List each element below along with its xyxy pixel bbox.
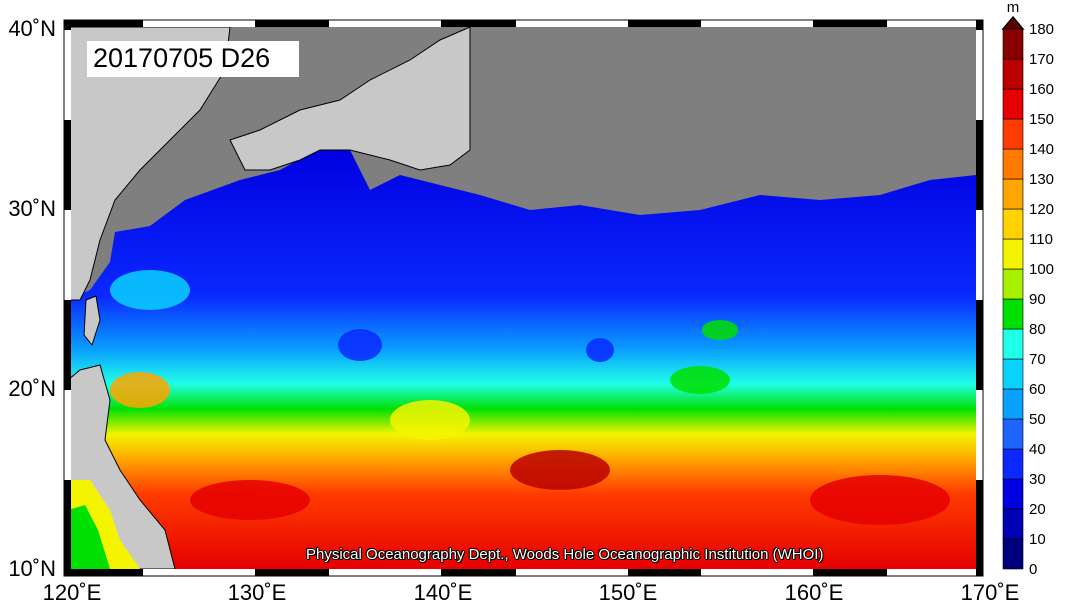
colorbar-tick-label: 70 bbox=[1029, 351, 1046, 368]
x-tick-160e: 160˚E bbox=[785, 580, 844, 605]
colorbar-tick-label: 0 bbox=[1029, 561, 1037, 578]
y-tick-10n: 10˚N bbox=[8, 556, 56, 581]
x-tick-140e: 140˚E bbox=[414, 580, 473, 605]
x-tick-150e: 150˚E bbox=[599, 580, 658, 605]
colorbar-tick-label: 150 bbox=[1029, 111, 1054, 128]
colorbar-segment bbox=[1002, 208, 1024, 240]
credit-text: Physical Oceanography Dept., Woods Hole … bbox=[306, 546, 824, 563]
colorbar-segment bbox=[1002, 88, 1024, 120]
y-tick-30n: 30˚N bbox=[8, 196, 56, 221]
colorbar-tick-label: 180 bbox=[1029, 21, 1054, 38]
colorbar-segment bbox=[1002, 178, 1024, 210]
colorbar-segment bbox=[1002, 328, 1024, 360]
colorbar-tick-label: 120 bbox=[1029, 201, 1054, 218]
colorbar-segment bbox=[1002, 388, 1024, 420]
colorbar-tick-label: 140 bbox=[1029, 141, 1054, 158]
japan-land bbox=[229, 27, 471, 171]
colorbar-segment bbox=[1002, 238, 1024, 270]
colorbar-segment bbox=[1002, 418, 1024, 450]
x-tick-120e: 120˚E bbox=[43, 580, 102, 605]
colorbar-tick-label: 130 bbox=[1029, 171, 1054, 188]
d26-eddies bbox=[110, 270, 950, 525]
taiwan-land bbox=[83, 295, 101, 347]
colorbar-segment bbox=[1002, 538, 1024, 570]
south-china-sea-green bbox=[68, 505, 110, 569]
colorbar-tick-label: 170 bbox=[1029, 51, 1054, 68]
d26-field bbox=[68, 148, 976, 569]
colorbar-tick-label: 20 bbox=[1029, 501, 1046, 518]
map-plot-area bbox=[68, 27, 976, 569]
colorbar-segment bbox=[1002, 508, 1024, 540]
colorbar-segment bbox=[1002, 58, 1024, 90]
colorbar-tick-label: 40 bbox=[1029, 441, 1046, 458]
colorbar-tick-label: 90 bbox=[1029, 291, 1046, 308]
colorbar-segment bbox=[1002, 118, 1024, 150]
colorbar-segment bbox=[1002, 148, 1024, 180]
colorbar: m 0 10 20 30 40 50 60 70 80 90 100 110 120 130 140 150 1… bbox=[1001, 0, 1054, 578]
frame-border bbox=[63, 19, 984, 577]
colorbar-segment bbox=[1002, 448, 1024, 480]
colorbar-segment bbox=[1002, 28, 1024, 60]
colorbar-unit: m bbox=[1007, 0, 1020, 16]
y-axis-labels: 40˚N 30˚N 20˚N 10˚N bbox=[8, 16, 56, 581]
colorbar-segment bbox=[1002, 478, 1024, 510]
x-tick-130e: 130˚E bbox=[228, 580, 287, 605]
y-tick-20n: 20˚N bbox=[8, 376, 56, 401]
colorbar-tick-label: 10 bbox=[1029, 531, 1046, 548]
colorbar-tick-label: 60 bbox=[1029, 381, 1046, 398]
colorbar-segment bbox=[1002, 358, 1024, 390]
colorbar-tick-label: 30 bbox=[1029, 471, 1046, 488]
colorbar-extend-arrow bbox=[1001, 15, 1025, 30]
colorbar-tick-label: 50 bbox=[1029, 411, 1046, 428]
colorbar-segment bbox=[1002, 268, 1024, 300]
colorbar-tick-label: 80 bbox=[1029, 321, 1046, 338]
colorbar-tick-label: 160 bbox=[1029, 81, 1054, 98]
colorbar-tick-label: 100 bbox=[1029, 261, 1054, 278]
title-box bbox=[87, 41, 299, 77]
x-axis-labels: 120˚E 130˚E 140˚E 150˚E 160˚E 170˚E bbox=[43, 580, 1020, 605]
colorbar-tick-label: 110 bbox=[1029, 231, 1053, 248]
colorbar-segment bbox=[1002, 298, 1024, 330]
x-tick-170e: 170˚E bbox=[961, 580, 1020, 605]
map-title: 20170705 D26 bbox=[93, 43, 271, 73]
y-tick-40n: 40˚N bbox=[8, 16, 56, 41]
